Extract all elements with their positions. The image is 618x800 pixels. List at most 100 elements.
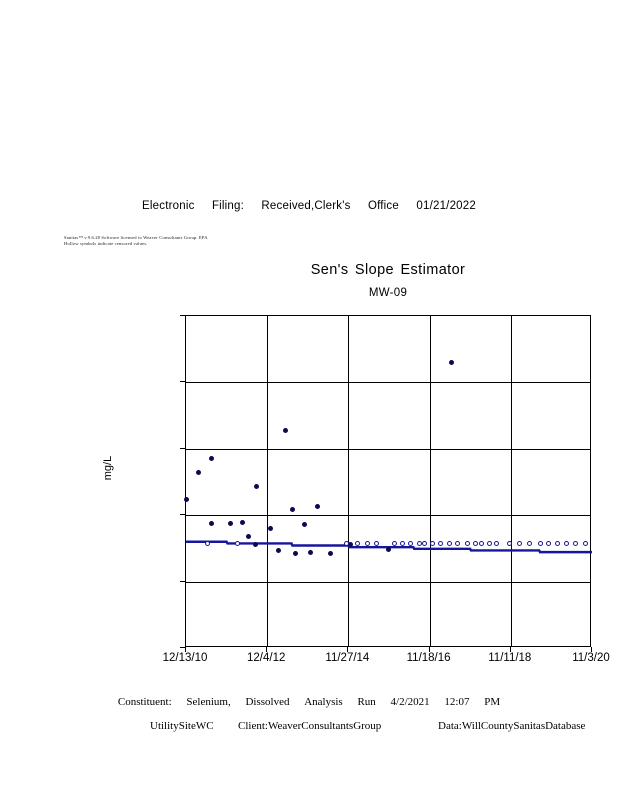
data-point-detected	[328, 550, 334, 556]
data-point-censored	[374, 540, 380, 546]
gridline-horizontal	[186, 448, 590, 450]
data-point-censored	[527, 540, 533, 546]
footer-run-meridiem: PM	[484, 696, 501, 708]
gridline-vertical	[429, 316, 431, 646]
footer-run-date: 4/2/2021	[390, 696, 430, 708]
footer-run-label: Run	[357, 696, 376, 708]
x-axis-tick-label: 12/13/10	[162, 652, 208, 664]
gridline-horizontal	[186, 515, 590, 517]
x-axis-tick-label: 11/18/16	[406, 652, 451, 664]
footer-site: UtilitySiteWC	[150, 720, 214, 732]
x-axis-tick-mark	[428, 647, 430, 652]
x-axis-tick-mark	[185, 647, 186, 652]
x-axis-tick-label: 11/3/20	[572, 652, 610, 664]
data-point-censored	[554, 540, 560, 546]
y-axis-label: mg/L	[102, 455, 114, 481]
data-point-censored	[422, 540, 428, 546]
data-point-censored	[564, 540, 570, 546]
data-point-censored	[399, 540, 405, 546]
x-axis-tick-mark	[266, 647, 268, 652]
data-point-censored	[464, 540, 470, 546]
y-axis-tick-mark	[180, 315, 185, 316]
data-point-censored	[472, 540, 478, 546]
footer-run-time: 12:07	[444, 696, 470, 708]
footer-constituent-fraction: Dissolved	[245, 696, 290, 708]
gridline-horizontal	[186, 581, 590, 583]
gridline-vertical	[348, 316, 350, 646]
data-point-detected	[293, 550, 299, 556]
software-credit-line-1: Sanitas™ v.9.6.28 Software licensed to W…	[64, 235, 208, 240]
gridline-vertical	[267, 316, 269, 646]
data-point-censored	[546, 540, 552, 546]
data-point-detected	[449, 360, 455, 366]
data-point-censored	[573, 540, 579, 546]
data-point-detected	[246, 534, 252, 540]
data-point-detected	[282, 428, 288, 434]
data-point-censored	[517, 540, 523, 546]
x-axis-tick-label: 12/4/12	[247, 652, 286, 664]
efiling-word-filing: Filing:	[211, 200, 245, 212]
footer-constituent-name: Selenium,	[186, 696, 231, 708]
data-point-censored	[486, 540, 492, 546]
x-axis-tick-mark	[509, 647, 511, 652]
footer-constituent-label: Constituent:	[117, 696, 172, 708]
y-axis-tick-mark	[180, 514, 185, 516]
data-point-censored	[430, 540, 436, 546]
data-point-detected	[385, 547, 391, 553]
gridline-vertical	[510, 316, 512, 646]
efiling-date: 01/21/2022	[416, 200, 476, 212]
sens-slope-trend-line	[186, 540, 592, 554]
data-point-detected	[208, 456, 214, 462]
data-point-detected	[315, 504, 321, 510]
plot-area	[183, 315, 592, 647]
footer-client: Client:WeaverConsultantsGroup	[238, 720, 382, 732]
data-point-detected	[209, 521, 215, 526]
data-point-detected	[308, 549, 314, 555]
x-axis-tick-label: 11/11/18	[488, 652, 532, 664]
data-point-censored	[391, 540, 397, 546]
data-point-detected	[267, 525, 273, 531]
data-point-censored	[454, 540, 460, 546]
data-point-censored	[583, 540, 589, 546]
data-point-detected	[228, 521, 234, 526]
x-axis-tick-mark	[591, 647, 592, 652]
footer-analysis-info: Constituent: Selenium, Dissolved Analysi…	[0, 696, 618, 708]
gridline-horizontal	[186, 382, 590, 384]
chart-subtitle-well-id: MW-09	[368, 287, 408, 299]
data-point-detected	[289, 506, 295, 512]
efiling-word-office: Office	[367, 200, 399, 212]
data-point-censored	[479, 540, 485, 546]
y-axis-tick-mark	[180, 647, 185, 648]
data-point-censored	[494, 540, 500, 546]
data-point-censored	[506, 540, 512, 546]
data-point-censored	[364, 540, 370, 546]
data-point-censored	[438, 540, 444, 546]
footer-analysis-label: Analysis	[304, 696, 343, 708]
data-point-censored	[354, 540, 360, 546]
x-axis-tick-label: 11/27/14	[325, 652, 370, 664]
y-axis-tick-mark	[180, 381, 185, 383]
software-credit: Sanitas™ v.9.6.28 Software licensed to W…	[64, 235, 364, 247]
data-point-censored	[538, 540, 544, 546]
data-point-censored	[416, 540, 422, 546]
data-point-detected	[252, 541, 258, 547]
footer-database: Data:WillCountySanitasDatabase	[438, 720, 586, 732]
efiling-stamp: Electronic Filing: Received,Clerk's Offi…	[0, 200, 618, 212]
data-point-censored	[235, 540, 241, 546]
y-axis-tick-mark	[180, 580, 185, 582]
data-point-detected	[183, 496, 189, 502]
data-point-censored	[446, 540, 452, 546]
y-axis-tick-mark	[180, 447, 185, 449]
data-point-detected	[240, 519, 246, 525]
data-point-detected	[276, 548, 282, 554]
data-point-detected	[253, 484, 259, 490]
x-axis-tick-mark	[347, 647, 349, 652]
software-credit-line-2: Hollow symbols indicate censored values.	[64, 241, 148, 247]
data-point-censored	[204, 540, 210, 546]
efiling-word-received: Received,Clerk's	[261, 200, 351, 212]
data-point-detected	[196, 469, 202, 475]
efiling-word-electronic: Electronic	[142, 200, 195, 212]
data-point-detected	[302, 522, 308, 528]
data-point-censored	[408, 540, 414, 546]
chart-title: Sen's Slope Estimator	[310, 262, 466, 278]
